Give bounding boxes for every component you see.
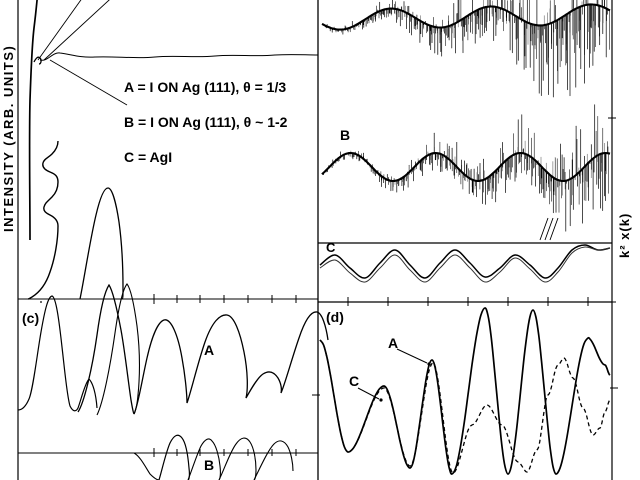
svg-text:C: C [326, 240, 336, 255]
svg-text:A: A [388, 335, 398, 351]
svg-text:B: B [340, 127, 350, 143]
svg-text:B = I ON Ag (111), θ ~ 1-2: B = I ON Ag (111), θ ~ 1-2 [124, 114, 288, 130]
svg-text:B: B [204, 457, 214, 473]
svg-text:A = I ON Ag (111), θ = 1/3: A = I ON Ag (111), θ = 1/3 [124, 79, 286, 95]
svg-text:A: A [204, 342, 214, 358]
svg-text:C = AgI: C = AgI [124, 149, 172, 165]
svg-text:(d): (d) [326, 309, 344, 325]
svg-text:C: C [349, 373, 359, 389]
svg-text:k² x(k): k² x(k) [617, 213, 632, 258]
svg-text:INTENSITY (ARB. UNITS): INTENSITY (ARB. UNITS) [1, 45, 16, 232]
svg-text:(c): (c) [22, 310, 39, 326]
